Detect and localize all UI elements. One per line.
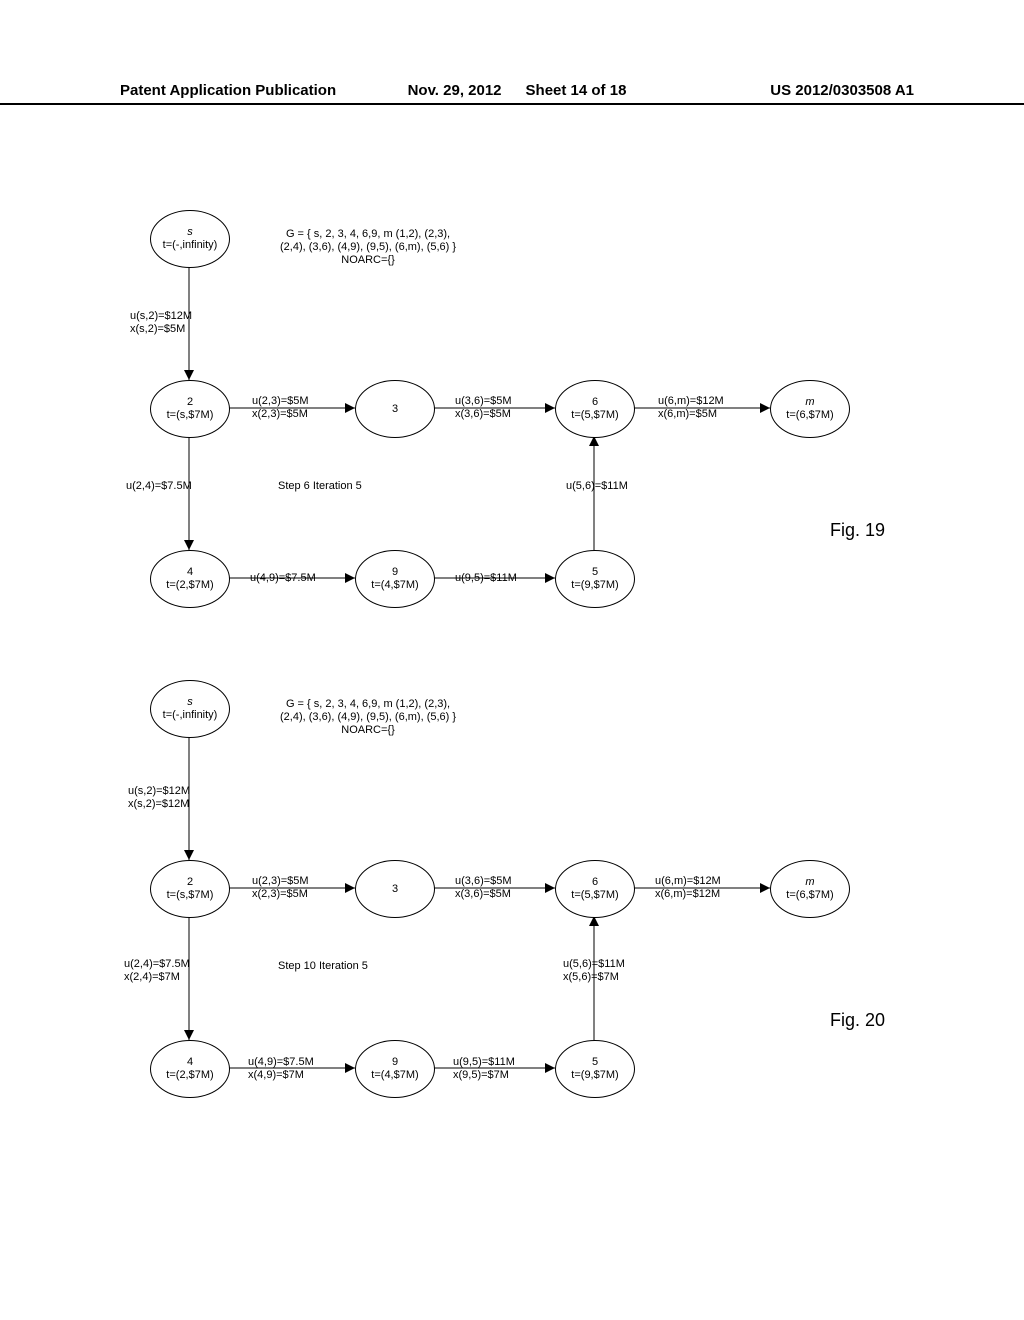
edge-label: u(2,4)=$7.5Mx(2,4)=$7M: [124, 958, 190, 984]
node-id: 3: [356, 883, 434, 896]
figure-label: Fig. 19: [830, 520, 885, 541]
node-sub: t=(6,$7M): [771, 409, 849, 422]
arrowhead-icon: [184, 850, 194, 860]
arrowhead-icon: [760, 403, 770, 413]
node-id: 3: [356, 403, 434, 416]
edge-label: u(s,2)=$12Mx(s,2)=$5M: [130, 310, 192, 336]
node-id: 2: [151, 396, 229, 409]
edge-label: u(3,6)=$5Mx(3,6)=$5M: [455, 875, 512, 901]
arrowhead-icon: [184, 370, 194, 380]
node-sub: t=(5,$7M): [556, 409, 634, 422]
page: Patent Application Publication Nov. 29, …: [0, 0, 1024, 1320]
header-left: Patent Application Publication: [120, 82, 396, 99]
edge-label: u(4,9)=$7.5M: [250, 572, 316, 585]
header-pubno: US 2012/0303508 A1: [638, 82, 914, 99]
graph-node-3: 3: [355, 860, 435, 918]
graph-node-m: mt=(6,$7M): [770, 860, 850, 918]
node-id: 6: [556, 396, 634, 409]
flow-diagram-2: u(s,2)=$12Mx(s,2)=$12M u(2,3)=$5Mx(2,3)=$…: [0, 660, 1024, 1120]
figure-label: Fig. 20: [830, 1010, 885, 1031]
arrowhead-icon: [545, 1063, 555, 1073]
node-id: s: [151, 226, 229, 239]
graph-node-9: 9t=(4,$7M): [355, 1040, 435, 1098]
arrowhead-icon: [545, 403, 555, 413]
node-id: 9: [356, 566, 434, 579]
edge-label: u(s,2)=$12Mx(s,2)=$12M: [128, 785, 190, 811]
graph-node-9: 9t=(4,$7M): [355, 550, 435, 608]
graph-node-2: 2t=(s,$7M): [150, 380, 230, 438]
edge-label: u(4,9)=$7.5Mx(4,9)=$7M: [248, 1056, 314, 1082]
graph-node-4: 4t=(2,$7M): [150, 550, 230, 608]
arrowhead-icon: [345, 1063, 355, 1073]
node-id: m: [771, 876, 849, 889]
node-sub: t=(9,$7M): [556, 1069, 634, 1082]
edge-label: u(6,m)=$12Mx(6,m)=$12M: [655, 875, 721, 901]
arrowhead-icon: [345, 573, 355, 583]
arrowhead-icon: [545, 883, 555, 893]
node-id: 4: [151, 1056, 229, 1069]
graph-node-4: 4t=(2,$7M): [150, 1040, 230, 1098]
node-sub: t=(5,$7M): [556, 889, 634, 902]
node-sub: t=(2,$7M): [151, 1069, 229, 1082]
node-sub: t=(4,$7M): [356, 1069, 434, 1082]
graph-set-text: G = { s, 2, 3, 4, 6,9, m (1,2), (2,3),(2…: [280, 698, 456, 738]
node-id: 6: [556, 876, 634, 889]
graph-node-5: 5t=(9,$7M): [555, 1040, 635, 1098]
edge-label: u(5,6)=$11M: [566, 480, 628, 493]
edge-label: u(2,3)=$5Mx(2,3)=$5M: [252, 395, 309, 421]
graph-node-6: 6t=(5,$7M): [555, 860, 635, 918]
edge-label: u(3,6)=$5Mx(3,6)=$5M: [455, 395, 512, 421]
node-sub: t=(s,$7M): [151, 889, 229, 902]
arrowhead-icon: [345, 403, 355, 413]
header-sheet: Sheet 14 of 18: [514, 82, 639, 99]
arrowhead-icon: [184, 540, 194, 550]
node-id: 2: [151, 876, 229, 889]
graph-node-5: 5t=(9,$7M): [555, 550, 635, 608]
graph-node-m: mt=(6,$7M): [770, 380, 850, 438]
node-sub: t=(9,$7M): [556, 579, 634, 592]
edge-label: u(5,6)=$11Mx(5,6)=$7M: [563, 958, 625, 984]
node-sub: t=(-,infinity): [151, 239, 229, 252]
graph-node-s: st=(-,infinity): [150, 210, 230, 268]
graph-node-6: 6t=(5,$7M): [555, 380, 635, 438]
edge-label: u(2,4)=$7.5M: [126, 480, 192, 493]
node-id: m: [771, 396, 849, 409]
node-sub: t=(2,$7M): [151, 579, 229, 592]
arrowhead-icon: [345, 883, 355, 893]
node-id: 5: [556, 566, 634, 579]
arrowhead-icon: [184, 1030, 194, 1040]
node-id: 4: [151, 566, 229, 579]
header-date: Nov. 29, 2012: [396, 82, 514, 99]
arrowhead-icon: [760, 883, 770, 893]
step-text: Step 6 Iteration 5: [278, 480, 362, 493]
edge-label: u(9,5)=$11Mx(9,5)=$7M: [453, 1056, 515, 1082]
node-sub: t=(6,$7M): [771, 889, 849, 902]
node-sub: t=(-,infinity): [151, 709, 229, 722]
flow-diagram-1: u(s,2)=$12Mx(s,2)=$5M u(2,3)=$5Mx(2,3)=$5…: [0, 190, 1024, 630]
node-id: 9: [356, 1056, 434, 1069]
graph-set-text: G = { s, 2, 3, 4, 6,9, m (1,2), (2,3),(2…: [280, 228, 456, 268]
node-sub: t=(4,$7M): [356, 579, 434, 592]
node-sub: t=(s,$7M): [151, 409, 229, 422]
edge-label: u(2,3)=$5Mx(2,3)=$5M: [252, 875, 309, 901]
graph-node-2: 2t=(s,$7M): [150, 860, 230, 918]
edge-label: u(9,5)=$11M: [455, 572, 517, 585]
edge-label: u(6,m)=$12Mx(6,m)=$5M: [658, 395, 724, 421]
graph-node-3: 3: [355, 380, 435, 438]
step-text: Step 10 Iteration 5: [278, 960, 368, 973]
graph-node-s: st=(-,infinity): [150, 680, 230, 738]
page-header: Patent Application Publication Nov. 29, …: [0, 82, 1024, 105]
arrowhead-icon: [545, 573, 555, 583]
node-id: s: [151, 696, 229, 709]
node-id: 5: [556, 1056, 634, 1069]
